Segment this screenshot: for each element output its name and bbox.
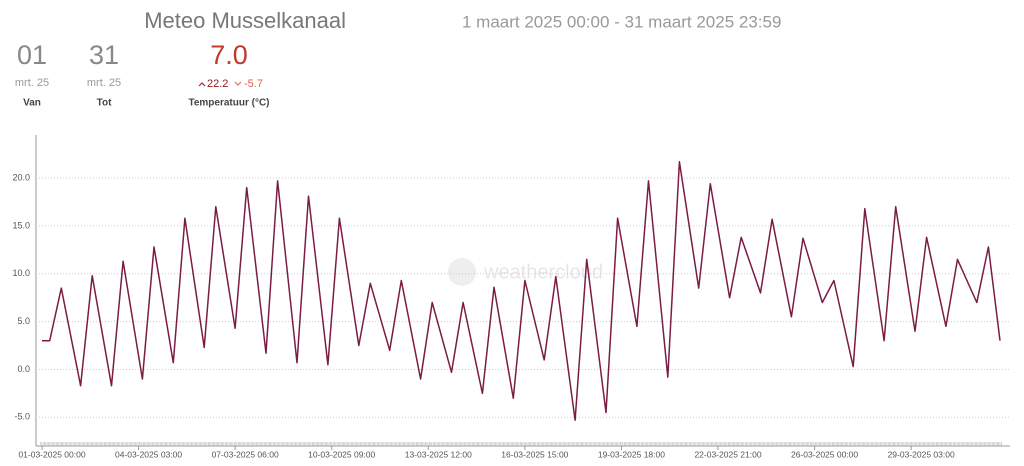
y-tick-label: 0.0 xyxy=(17,364,30,374)
up-arrow xyxy=(198,82,206,87)
minor-ticks xyxy=(40,442,1002,446)
title: Meteo Musselkanaal xyxy=(144,8,346,33)
x-tick-label: 10-03-2025 09:00 xyxy=(308,449,375,459)
x-tick-label: 26-03-2025 00:00 xyxy=(791,449,858,459)
x-tick-label: 29-03-2025 03:00 xyxy=(888,449,955,459)
y-tick-label: 5.0 xyxy=(17,316,30,326)
watermark: weathercloud xyxy=(483,261,603,283)
watermark-icon xyxy=(448,258,476,286)
temperature-line xyxy=(42,161,1001,421)
stat-sub: mrt. 25 xyxy=(15,77,49,89)
y-tick-label: 15.0 xyxy=(12,220,30,230)
x-tick-label: 13-03-2025 12:00 xyxy=(405,449,472,459)
period: 1 maart 2025 00:00 - 31 maart 2025 23:59 xyxy=(462,12,781,31)
stat-sub: mrt. 25 xyxy=(87,77,121,89)
stat-min: -5.7 xyxy=(244,78,263,90)
stat-value: 01 xyxy=(17,40,47,70)
y-tick-label: 10.0 xyxy=(12,268,30,278)
x-tick-label: 22-03-2025 21:00 xyxy=(694,449,761,459)
x-tick-label: 04-03-2025 03:00 xyxy=(115,449,182,459)
stat-value: 7.0 xyxy=(210,40,248,70)
y-tick-label: -5.0 xyxy=(14,412,30,422)
x-tick-label: 19-03-2025 18:00 xyxy=(598,449,665,459)
stat-label: Van xyxy=(23,98,41,109)
stat-max: 22.2 xyxy=(207,78,228,90)
x-tick-label: 01-03-2025 00:00 xyxy=(18,449,85,459)
x-tick-label: 16-03-2025 15:00 xyxy=(501,449,568,459)
down-arrow xyxy=(234,81,242,86)
y-tick-label: 20.0 xyxy=(12,172,30,182)
x-tick-label: 07-03-2025 06:00 xyxy=(212,449,279,459)
stat-label: Temperatuur (°C) xyxy=(188,98,269,109)
stat-label: Tot xyxy=(97,98,112,109)
stat-value: 31 xyxy=(89,40,119,70)
